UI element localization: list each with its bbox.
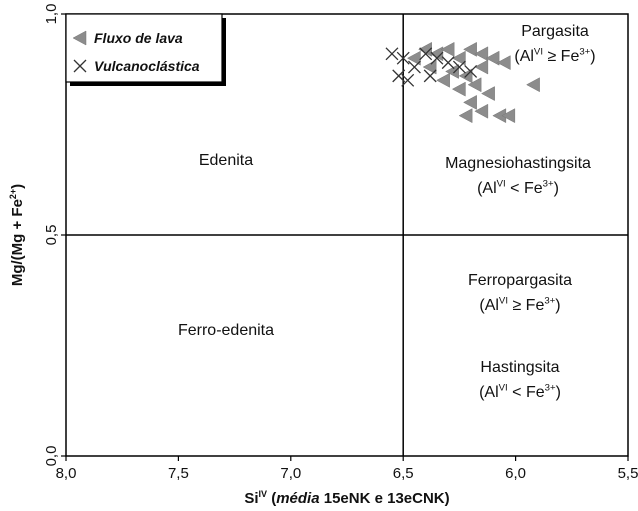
- marker-triangle: [436, 72, 450, 88]
- marker-x: [419, 47, 433, 61]
- region-label: Hastingsita: [480, 359, 559, 376]
- marker-triangle: [485, 50, 500, 66]
- marker-x: [401, 73, 415, 87]
- x-axis-title: SiIV (média 15eNK e 13eCNK): [244, 489, 449, 507]
- marker-triangle: [501, 108, 516, 124]
- marker-x: [464, 65, 478, 78]
- text-part: ): [590, 48, 595, 65]
- x-tick-label: 7,0: [280, 465, 301, 482]
- text-part: 15eNK e 13eCNK): [320, 490, 450, 507]
- marker-triangle: [467, 77, 482, 93]
- text-part: < Fe: [508, 384, 545, 401]
- text-part: ): [555, 297, 560, 314]
- marker-triangle: [422, 59, 437, 75]
- text-part: (Al: [479, 297, 499, 314]
- legend-label: Vulcanoclástica: [94, 58, 200, 74]
- marker-triangle: [72, 30, 87, 46]
- marker-x: [452, 60, 466, 74]
- x-tick-label: 6,5: [393, 465, 414, 482]
- marker-x: [430, 51, 444, 65]
- y-tick-label: 0,5: [43, 225, 60, 246]
- text-part: ): [556, 384, 561, 401]
- text-part: VI: [497, 179, 506, 190]
- text-part: 2+: [8, 189, 18, 199]
- text-part: (Al: [479, 384, 499, 401]
- text-part: < Fe: [506, 180, 543, 197]
- region-label: (AlVI < Fe3+): [477, 179, 559, 197]
- x-tick-label: 8,0: [56, 465, 77, 482]
- marker-triangle: [474, 46, 489, 62]
- text-part: 3+: [543, 179, 554, 190]
- legend-label: Fluxo de lava: [94, 30, 183, 46]
- text-part: 3+: [579, 47, 590, 58]
- marker-triangle: [451, 50, 466, 66]
- marker-x: [407, 60, 421, 74]
- text-part: (: [267, 490, 276, 507]
- marker-x: [423, 69, 437, 83]
- marker-triangle: [440, 41, 455, 57]
- marker-triangle: [463, 41, 477, 57]
- text-part: Ferropargasita: [468, 272, 572, 289]
- marker-triangle: [481, 86, 495, 101]
- text-part: ): [554, 180, 559, 197]
- x-tick-label: 6,0: [505, 465, 526, 482]
- marker-x: [441, 56, 455, 70]
- text-part: Mg/(Mg + Fe: [9, 199, 26, 286]
- region-label: (AlVI ≥ Fe3+): [479, 296, 560, 314]
- text-part: (Al: [514, 48, 534, 65]
- text-part: Ferro-edenita: [178, 322, 274, 339]
- marker-triangle: [451, 81, 466, 97]
- y-tick-label: 1,0: [43, 4, 60, 25]
- legend-box: [65, 13, 223, 83]
- text-part: VI: [534, 47, 543, 58]
- marker-x: [73, 59, 87, 73]
- marker-triangle: [458, 108, 473, 124]
- text-part: 3+: [544, 296, 555, 307]
- x-tick-label: 5,5: [618, 465, 638, 482]
- legend: Fluxo de lava Vulcanoclástica: [65, 13, 226, 86]
- text-part: média: [276, 490, 319, 507]
- text-part: IV: [259, 489, 268, 499]
- marker-triangle: [526, 77, 540, 93]
- text-part: ≥ Fe: [508, 297, 544, 314]
- x-tick-label: 7,5: [168, 465, 189, 482]
- text-part: VI: [499, 383, 508, 394]
- region-label: Pargasita: [521, 23, 589, 40]
- region-label: (AlVI ≥ Fe3+): [514, 47, 595, 65]
- marker-triangle: [463, 94, 477, 110]
- text-part: VI: [499, 296, 508, 307]
- region-label: (AlVI < Fe3+): [479, 383, 561, 401]
- marker-triangle: [445, 64, 459, 79]
- y-axis-title: Mg/(Mg + Fe2+): [8, 184, 26, 286]
- text-part: Hastingsita: [480, 359, 559, 376]
- marker-triangle: [474, 103, 489, 119]
- text-part: ): [9, 184, 26, 189]
- y-tick-label: 0,0: [43, 446, 60, 467]
- region-label: Magnesiohastingsita: [445, 155, 591, 172]
- text-part: ≥ Fe: [543, 48, 579, 65]
- text-part: Magnesiohastingsita: [445, 155, 591, 172]
- marker-x: [392, 69, 406, 83]
- marker-triangle: [474, 59, 489, 75]
- marker-triangle: [496, 55, 511, 71]
- text-part: (Al: [477, 180, 497, 197]
- text-part: Pargasita: [521, 23, 589, 40]
- text-part: Si: [244, 490, 258, 507]
- text-part: Edenita: [199, 152, 253, 169]
- region-label: Edenita: [199, 152, 253, 169]
- region-label: Ferro-edenita: [178, 322, 274, 339]
- text-part: 3+: [545, 383, 556, 394]
- marker-x: [396, 51, 410, 65]
- region-label: Ferropargasita: [468, 272, 572, 289]
- marker-x: [385, 47, 399, 61]
